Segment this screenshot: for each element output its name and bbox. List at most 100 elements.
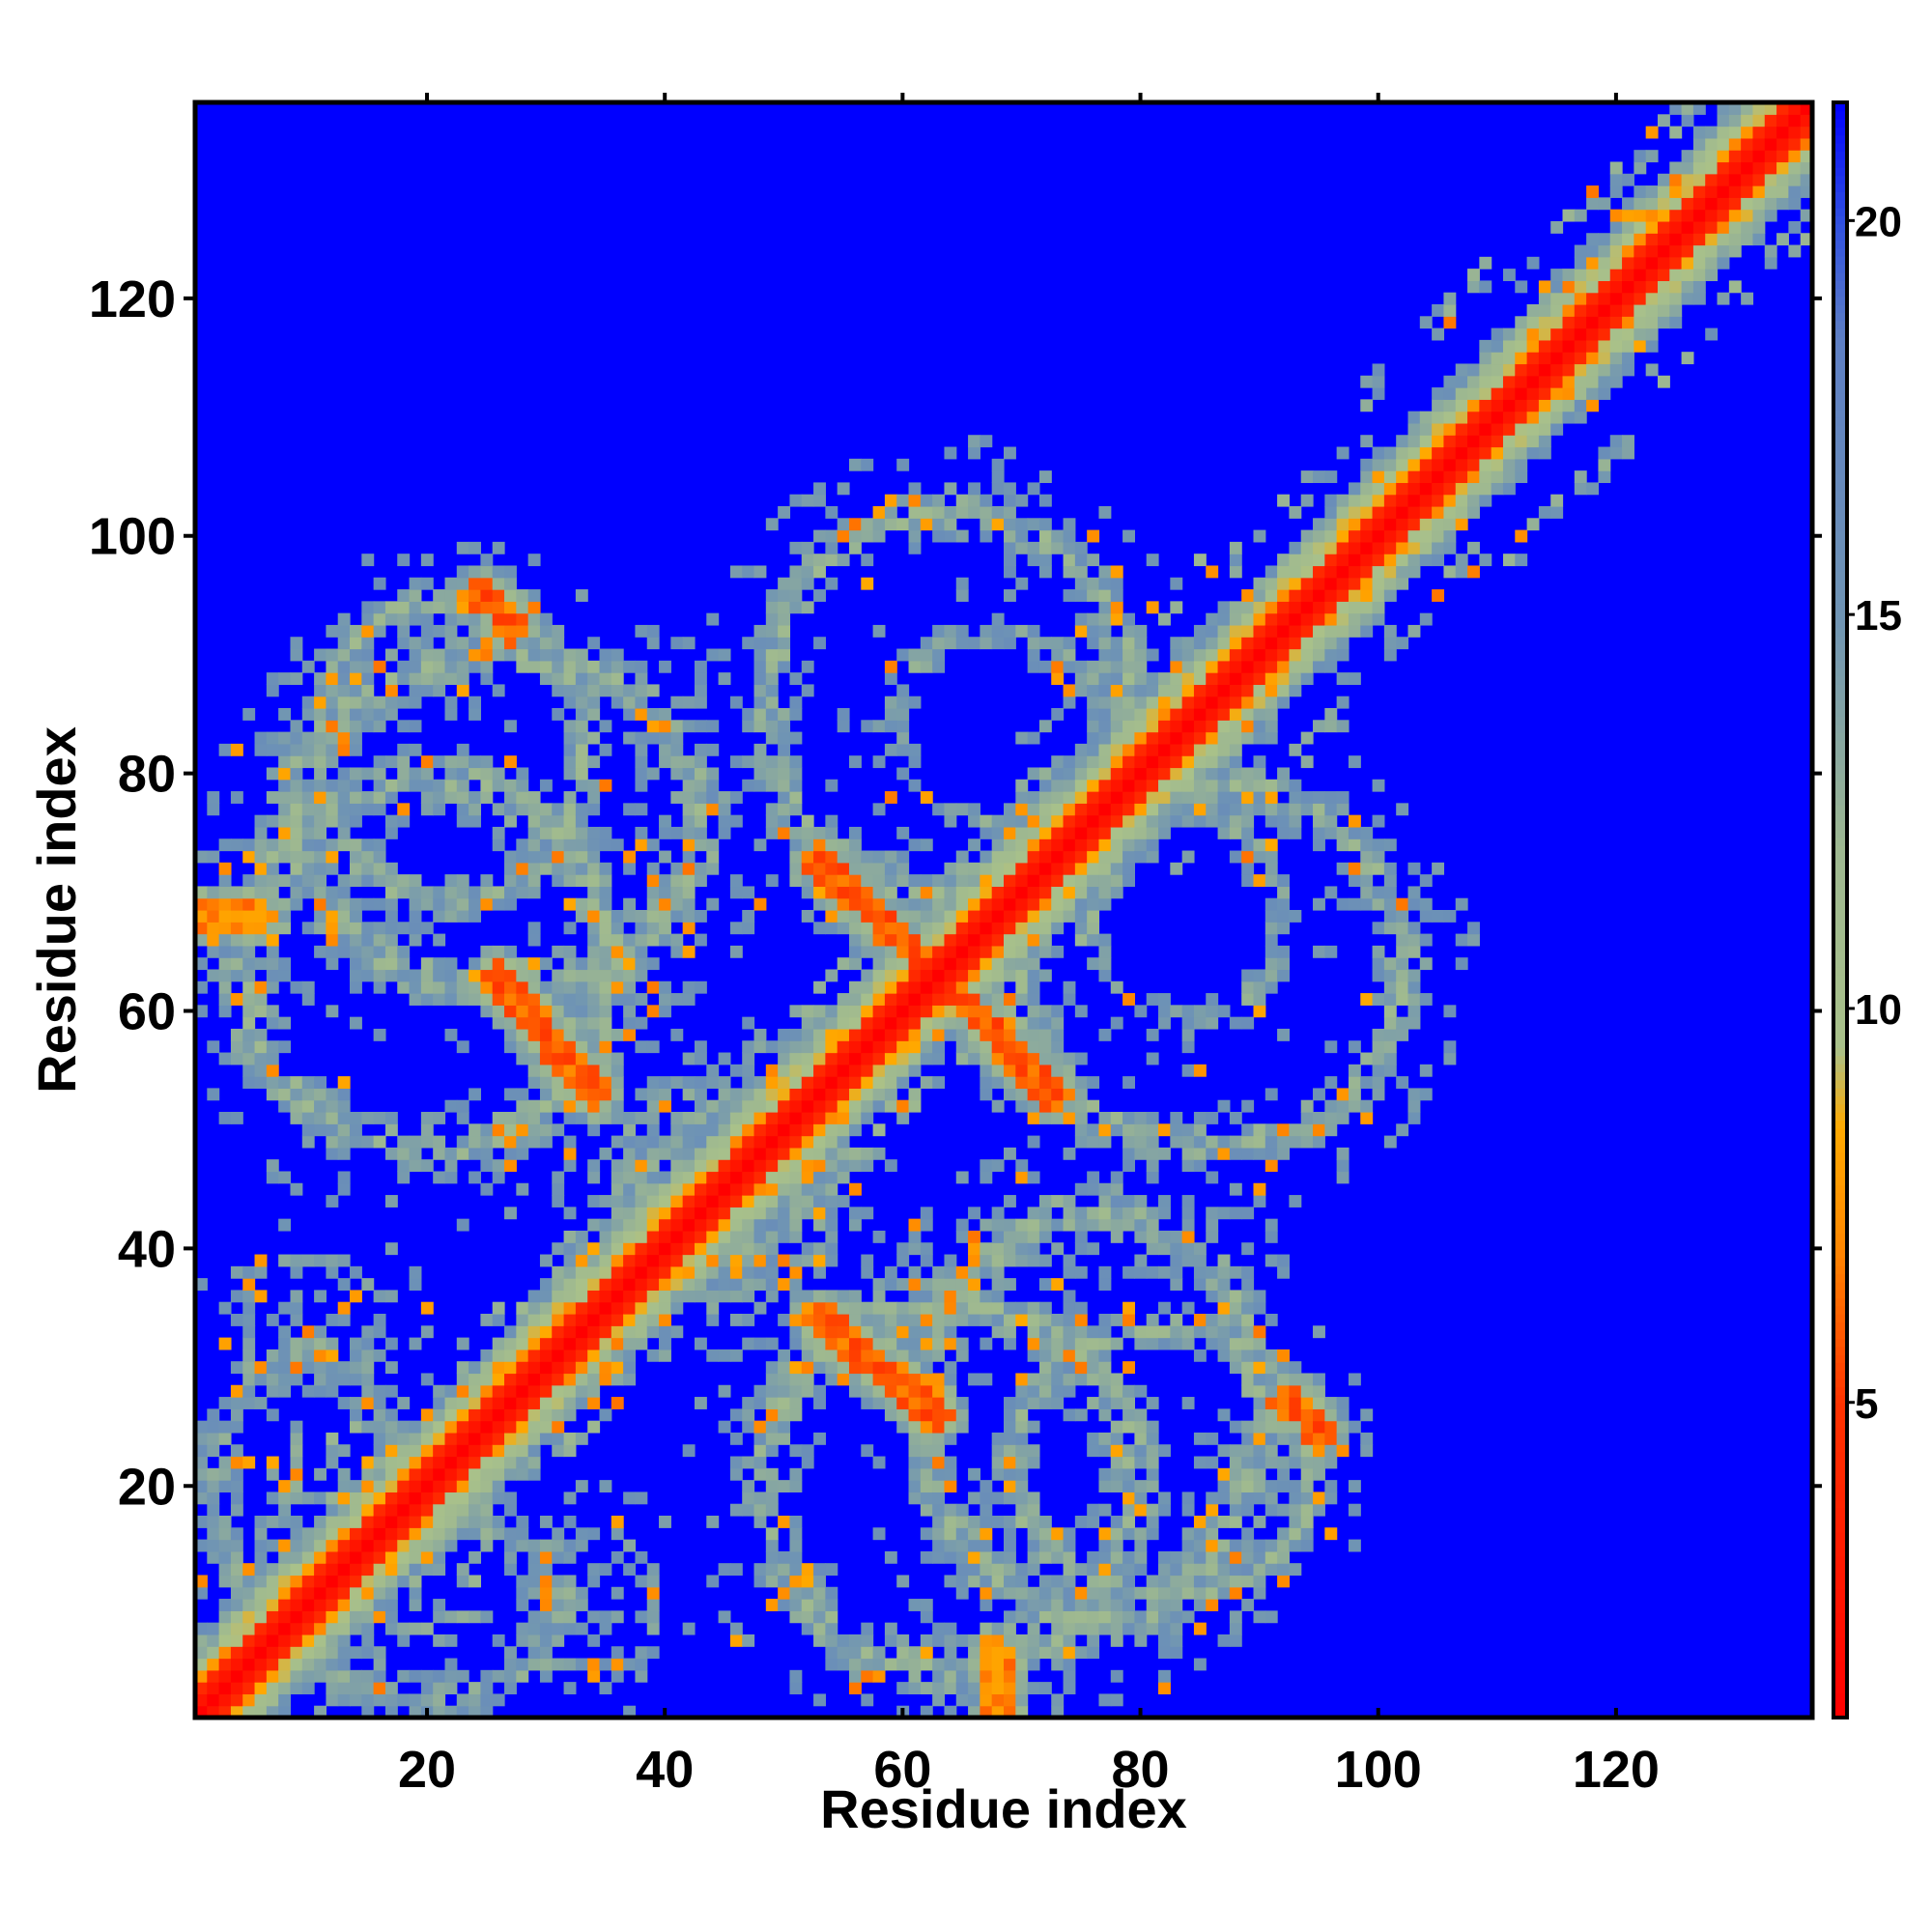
heatmap-cell [420,624,434,638]
heatmap-cell [527,1290,541,1303]
heatmap-cell [908,743,922,756]
heatmap-cell [527,1301,541,1315]
heatmap-cell [563,731,577,745]
heatmap-cell [456,1099,469,1113]
heatmap-cell [1206,1432,1219,1445]
heatmap-cell [242,910,256,923]
heatmap-cell [230,1467,243,1481]
heatmap-cell [1253,850,1266,864]
heatmap-cell [326,1099,339,1113]
heatmap-cell [884,1005,897,1018]
heatmap-cell [1015,1052,1029,1065]
heatmap-cell [373,1492,386,1505]
heatmap-cell [1074,1408,1088,1422]
heatmap-cell [456,803,469,816]
heatmap-cell [837,529,850,543]
heatmap-cell [1004,922,1016,935]
heatmap-cell [409,1492,422,1505]
heatmap-cell [516,850,529,864]
heatmap-cell [872,1076,886,1090]
heatmap-cell [1098,791,1112,804]
heatmap-cell [1229,1550,1242,1564]
heatmap-cell [694,696,707,709]
heatmap-cell [1206,1503,1219,1517]
heatmap-cell [635,1182,648,1196]
heatmap-cell [908,1028,922,1041]
heatmap-cell [920,1384,933,1398]
heatmap-cell [884,993,897,1006]
heatmap-cell [539,1016,553,1030]
heatmap-cell [718,1135,731,1149]
heatmap-cell [563,1349,577,1362]
heatmap-cell [1253,612,1266,626]
heatmap-cell [991,1444,1005,1458]
heatmap-cell [659,1195,671,1208]
heatmap-cell [1110,1420,1123,1434]
heatmap-cell [337,1669,351,1683]
heatmap-cell [706,1290,720,1303]
heatmap-cell [635,1290,648,1303]
heatmap-cell [1277,1467,1291,1481]
heatmap-cell [813,980,826,994]
heatmap-cell [552,1575,565,1588]
heatmap-cell [813,1242,826,1256]
heatmap-cell [1241,1314,1255,1326]
heatmap-cell [1206,1005,1219,1018]
heatmap-cell [955,1218,969,1232]
heatmap-cell [1027,1088,1040,1101]
heatmap-cell [1122,637,1135,650]
heatmap-cell [278,767,292,781]
heatmap-cell [765,708,779,721]
heatmap-cell [789,1088,803,1101]
heatmap-cell [420,755,434,769]
heatmap-cell [765,1040,779,1054]
heatmap-cell [420,1492,434,1505]
heatmap-cell [896,648,910,662]
heatmap-cell [753,1384,767,1398]
heatmap-cell [326,696,339,709]
heatmap-cell [1300,1112,1314,1124]
heatmap-cell [813,1016,826,1030]
heatmap-cell [1289,826,1302,839]
heatmap-cell [872,1278,886,1292]
heatmap-cell [765,826,779,839]
heatmap-cell [955,1527,969,1541]
heatmap-cell [469,980,482,994]
heatmap-cell [682,838,696,852]
heatmap-cell [409,684,422,697]
heatmap-cell [932,980,946,994]
heatmap-cell [444,910,458,923]
heatmap-cell [635,1265,648,1279]
heatmap-cell [563,1444,577,1458]
heatmap-cell [753,897,767,911]
heatmap-cell [968,1230,980,1243]
heatmap-cell [373,1610,386,1624]
heatmap-cell [397,589,411,602]
heatmap-cell [718,1610,731,1624]
heatmap-cell [516,1005,529,1018]
heatmap-cell [884,980,897,994]
heatmap-cell [908,1456,922,1469]
heatmap-cell [337,708,351,721]
heatmap-cell [326,708,339,721]
heatmap-cell [1087,803,1100,816]
heatmap-cell [242,1290,256,1303]
heatmap-cell [682,886,696,899]
heatmap-cell [1098,660,1112,673]
heatmap-cell [861,897,874,911]
heatmap-cell [1277,660,1291,673]
heatmap-cell [1015,1586,1029,1600]
heatmap-cell [920,1480,933,1493]
heatmap-cell [1193,1527,1207,1541]
heatmap-cell [397,672,411,686]
heatmap-cell [706,767,720,781]
heatmap-cell [1110,1314,1123,1326]
heatmap-cell [527,589,541,602]
heatmap-cell [1158,1005,1171,1018]
heatmap-cell [575,980,588,994]
heatmap-cell [801,541,814,554]
heatmap-cell [444,1669,458,1683]
heatmap-cell [1181,1016,1195,1030]
heatmap-cell [1074,897,1088,911]
heatmap-cell [1217,1301,1231,1315]
